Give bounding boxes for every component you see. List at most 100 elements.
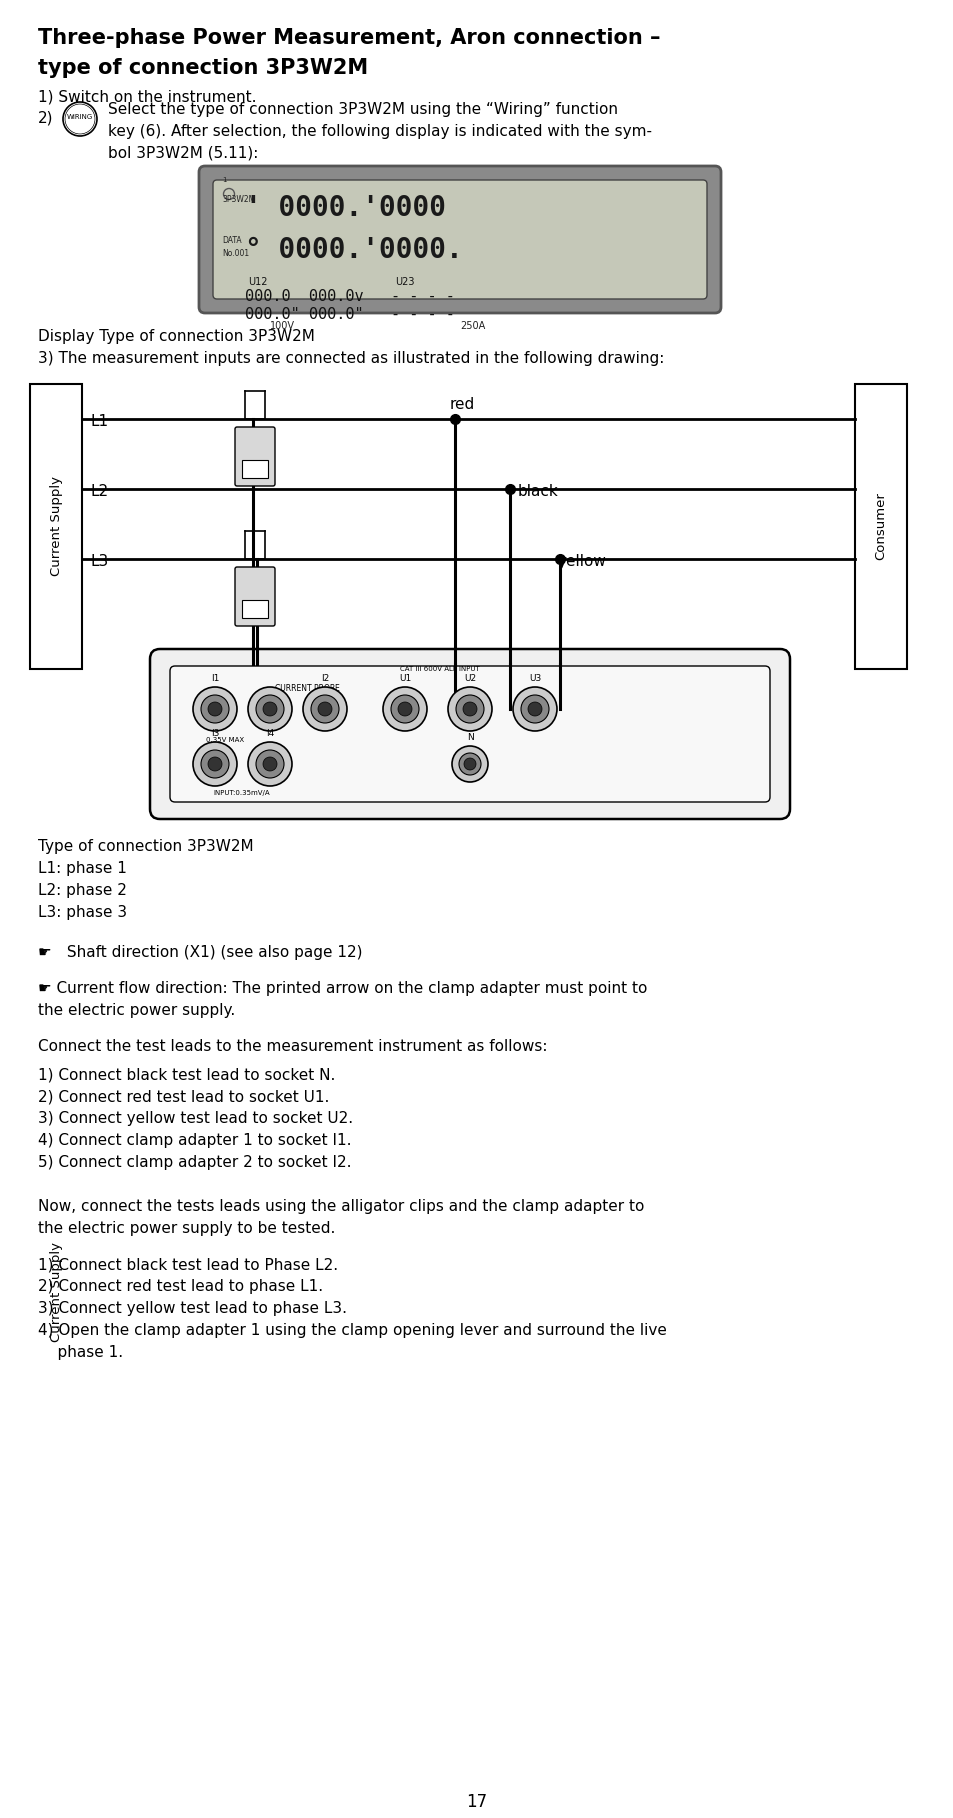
- Text: 2) Connect red test lead to socket U1.: 2) Connect red test lead to socket U1.: [38, 1089, 329, 1104]
- Circle shape: [255, 751, 284, 778]
- Text: 2) Connect red test lead to phase L1.: 2) Connect red test lead to phase L1.: [38, 1280, 323, 1294]
- Text: the electric power supply to be tested.: the electric power supply to be tested.: [38, 1222, 335, 1236]
- Text: 3P3W2M: 3P3W2M: [222, 195, 255, 204]
- Text: I2: I2: [320, 674, 329, 684]
- Circle shape: [311, 694, 338, 724]
- Text: the electric power supply.: the electric power supply.: [38, 1004, 235, 1018]
- Circle shape: [382, 687, 427, 731]
- Text: phase 1.: phase 1.: [38, 1345, 123, 1360]
- Circle shape: [248, 687, 292, 731]
- Text: red: red: [450, 396, 475, 413]
- Text: CAT III 600V ALL INPUT: CAT III 600V ALL INPUT: [399, 665, 479, 673]
- Text: 2): 2): [38, 111, 53, 125]
- Text: Now, connect the tests leads using the alligator clips and the clamp adapter to: Now, connect the tests leads using the a…: [38, 1200, 643, 1214]
- Text: 0.35V MAX: 0.35V MAX: [206, 736, 244, 744]
- Text: Three-phase Power Measurement, Aron connection –: Three-phase Power Measurement, Aron conn…: [38, 27, 659, 47]
- Text: 3) Connect yellow test lead to socket U2.: 3) Connect yellow test lead to socket U2…: [38, 1111, 353, 1125]
- Text: bol 3P3W2M (5.11):: bol 3P3W2M (5.11):: [108, 145, 258, 162]
- FancyBboxPatch shape: [30, 384, 82, 669]
- Text: L2: phase 2: L2: phase 2: [38, 884, 127, 898]
- Circle shape: [201, 751, 229, 778]
- Text: 000.0  000.0v   - - - -: 000.0 000.0v - - - -: [245, 289, 455, 304]
- Circle shape: [208, 702, 222, 716]
- Circle shape: [248, 742, 292, 785]
- Text: 1) Connect black test lead to socket N.: 1) Connect black test lead to socket N.: [38, 1067, 335, 1082]
- Text: 1: 1: [222, 176, 226, 184]
- Text: 4) Open the clamp adapter 1 using the clamp opening lever and surround the live: 4) Open the clamp adapter 1 using the cl…: [38, 1324, 666, 1338]
- Circle shape: [263, 702, 276, 716]
- FancyBboxPatch shape: [170, 665, 769, 802]
- Text: ' 0000.'0000: ' 0000.'0000: [245, 195, 446, 222]
- Text: U2: U2: [463, 674, 476, 684]
- FancyBboxPatch shape: [242, 600, 268, 618]
- Text: 100V: 100V: [270, 322, 294, 331]
- Circle shape: [456, 694, 483, 724]
- Text: DATA: DATA: [222, 236, 241, 245]
- Text: Connect the test leads to the measurement instrument as follows:: Connect the test leads to the measuremen…: [38, 1040, 547, 1054]
- Circle shape: [303, 687, 347, 731]
- Text: U23: U23: [395, 276, 414, 287]
- Text: Current Supply: Current Supply: [50, 1242, 63, 1342]
- Circle shape: [263, 756, 276, 771]
- Text: N: N: [466, 733, 473, 742]
- Text: L1: L1: [90, 415, 108, 429]
- Circle shape: [452, 745, 488, 782]
- FancyBboxPatch shape: [854, 384, 906, 669]
- Text: 5) Connect clamp adapter 2 to socket I2.: 5) Connect clamp adapter 2 to socket I2.: [38, 1154, 351, 1171]
- Text: L2: L2: [90, 484, 108, 498]
- Text: ° 0000.'0000.: ° 0000.'0000.: [245, 236, 462, 264]
- Circle shape: [462, 702, 476, 716]
- Text: INPUT:0.35mV/A: INPUT:0.35mV/A: [213, 791, 270, 796]
- Circle shape: [255, 694, 284, 724]
- Text: key (6). After selection, the following display is indicated with the sym-: key (6). After selection, the following …: [108, 124, 651, 138]
- Text: Consumer: Consumer: [874, 493, 886, 560]
- Text: 4) Connect clamp adapter 1 to socket I1.: 4) Connect clamp adapter 1 to socket I1.: [38, 1133, 351, 1147]
- FancyBboxPatch shape: [242, 460, 268, 478]
- Text: No.001: No.001: [222, 249, 249, 258]
- Text: Type of connection 3P3W2M: Type of connection 3P3W2M: [38, 838, 253, 854]
- Text: U12: U12: [248, 276, 267, 287]
- FancyBboxPatch shape: [213, 180, 706, 298]
- Text: black: black: [517, 484, 558, 498]
- Text: I4: I4: [266, 729, 274, 738]
- Text: ☛ Shaft direction (X1) (see also page 12): ☛ Shaft direction (X1) (see also page 12…: [38, 945, 362, 960]
- Text: yellow: yellow: [558, 554, 606, 569]
- Circle shape: [520, 694, 548, 724]
- Circle shape: [448, 687, 492, 731]
- Text: Current Supply: Current Supply: [50, 476, 63, 576]
- Circle shape: [201, 694, 229, 724]
- Text: ☛ Current flow direction: The printed arrow on the clamp adapter must point to: ☛ Current flow direction: The printed ar…: [38, 982, 647, 996]
- Circle shape: [513, 687, 557, 731]
- Circle shape: [391, 694, 418, 724]
- Text: U3: U3: [528, 674, 540, 684]
- Text: WIRING: WIRING: [67, 115, 93, 120]
- Text: 000.0" 000.0"   - - - -: 000.0" 000.0" - - - -: [245, 307, 455, 322]
- Text: type of connection 3P3W2M: type of connection 3P3W2M: [38, 58, 368, 78]
- Circle shape: [527, 702, 541, 716]
- FancyBboxPatch shape: [150, 649, 789, 818]
- FancyBboxPatch shape: [234, 427, 274, 485]
- Text: L3: L3: [90, 554, 108, 569]
- Text: 3) Connect yellow test lead to phase L3.: 3) Connect yellow test lead to phase L3.: [38, 1302, 347, 1316]
- Text: 17: 17: [466, 1793, 487, 1811]
- FancyBboxPatch shape: [199, 165, 720, 313]
- Circle shape: [463, 758, 476, 771]
- Circle shape: [458, 753, 480, 774]
- Text: L1: phase 1: L1: phase 1: [38, 862, 127, 876]
- Text: Display Type of connection 3P3W2M: Display Type of connection 3P3W2M: [38, 329, 314, 344]
- Circle shape: [208, 756, 222, 771]
- Text: 250A: 250A: [459, 322, 485, 331]
- Text: I1: I1: [211, 674, 219, 684]
- Text: 1) Connect black test lead to Phase L2.: 1) Connect black test lead to Phase L2.: [38, 1256, 337, 1273]
- Text: I3: I3: [211, 729, 219, 738]
- Circle shape: [193, 742, 236, 785]
- Circle shape: [317, 702, 332, 716]
- Text: Select the type of connection 3P3W2M using the “Wiring” function: Select the type of connection 3P3W2M usi…: [108, 102, 618, 116]
- Circle shape: [397, 702, 412, 716]
- Text: CURRENT PROBE: CURRENT PROBE: [274, 684, 339, 693]
- Text: U1: U1: [398, 674, 411, 684]
- Text: L3: phase 3: L3: phase 3: [38, 905, 127, 920]
- FancyBboxPatch shape: [234, 567, 274, 625]
- Circle shape: [193, 687, 236, 731]
- Text: 3) The measurement inputs are connected as illustrated in the following drawing:: 3) The measurement inputs are connected …: [38, 351, 663, 365]
